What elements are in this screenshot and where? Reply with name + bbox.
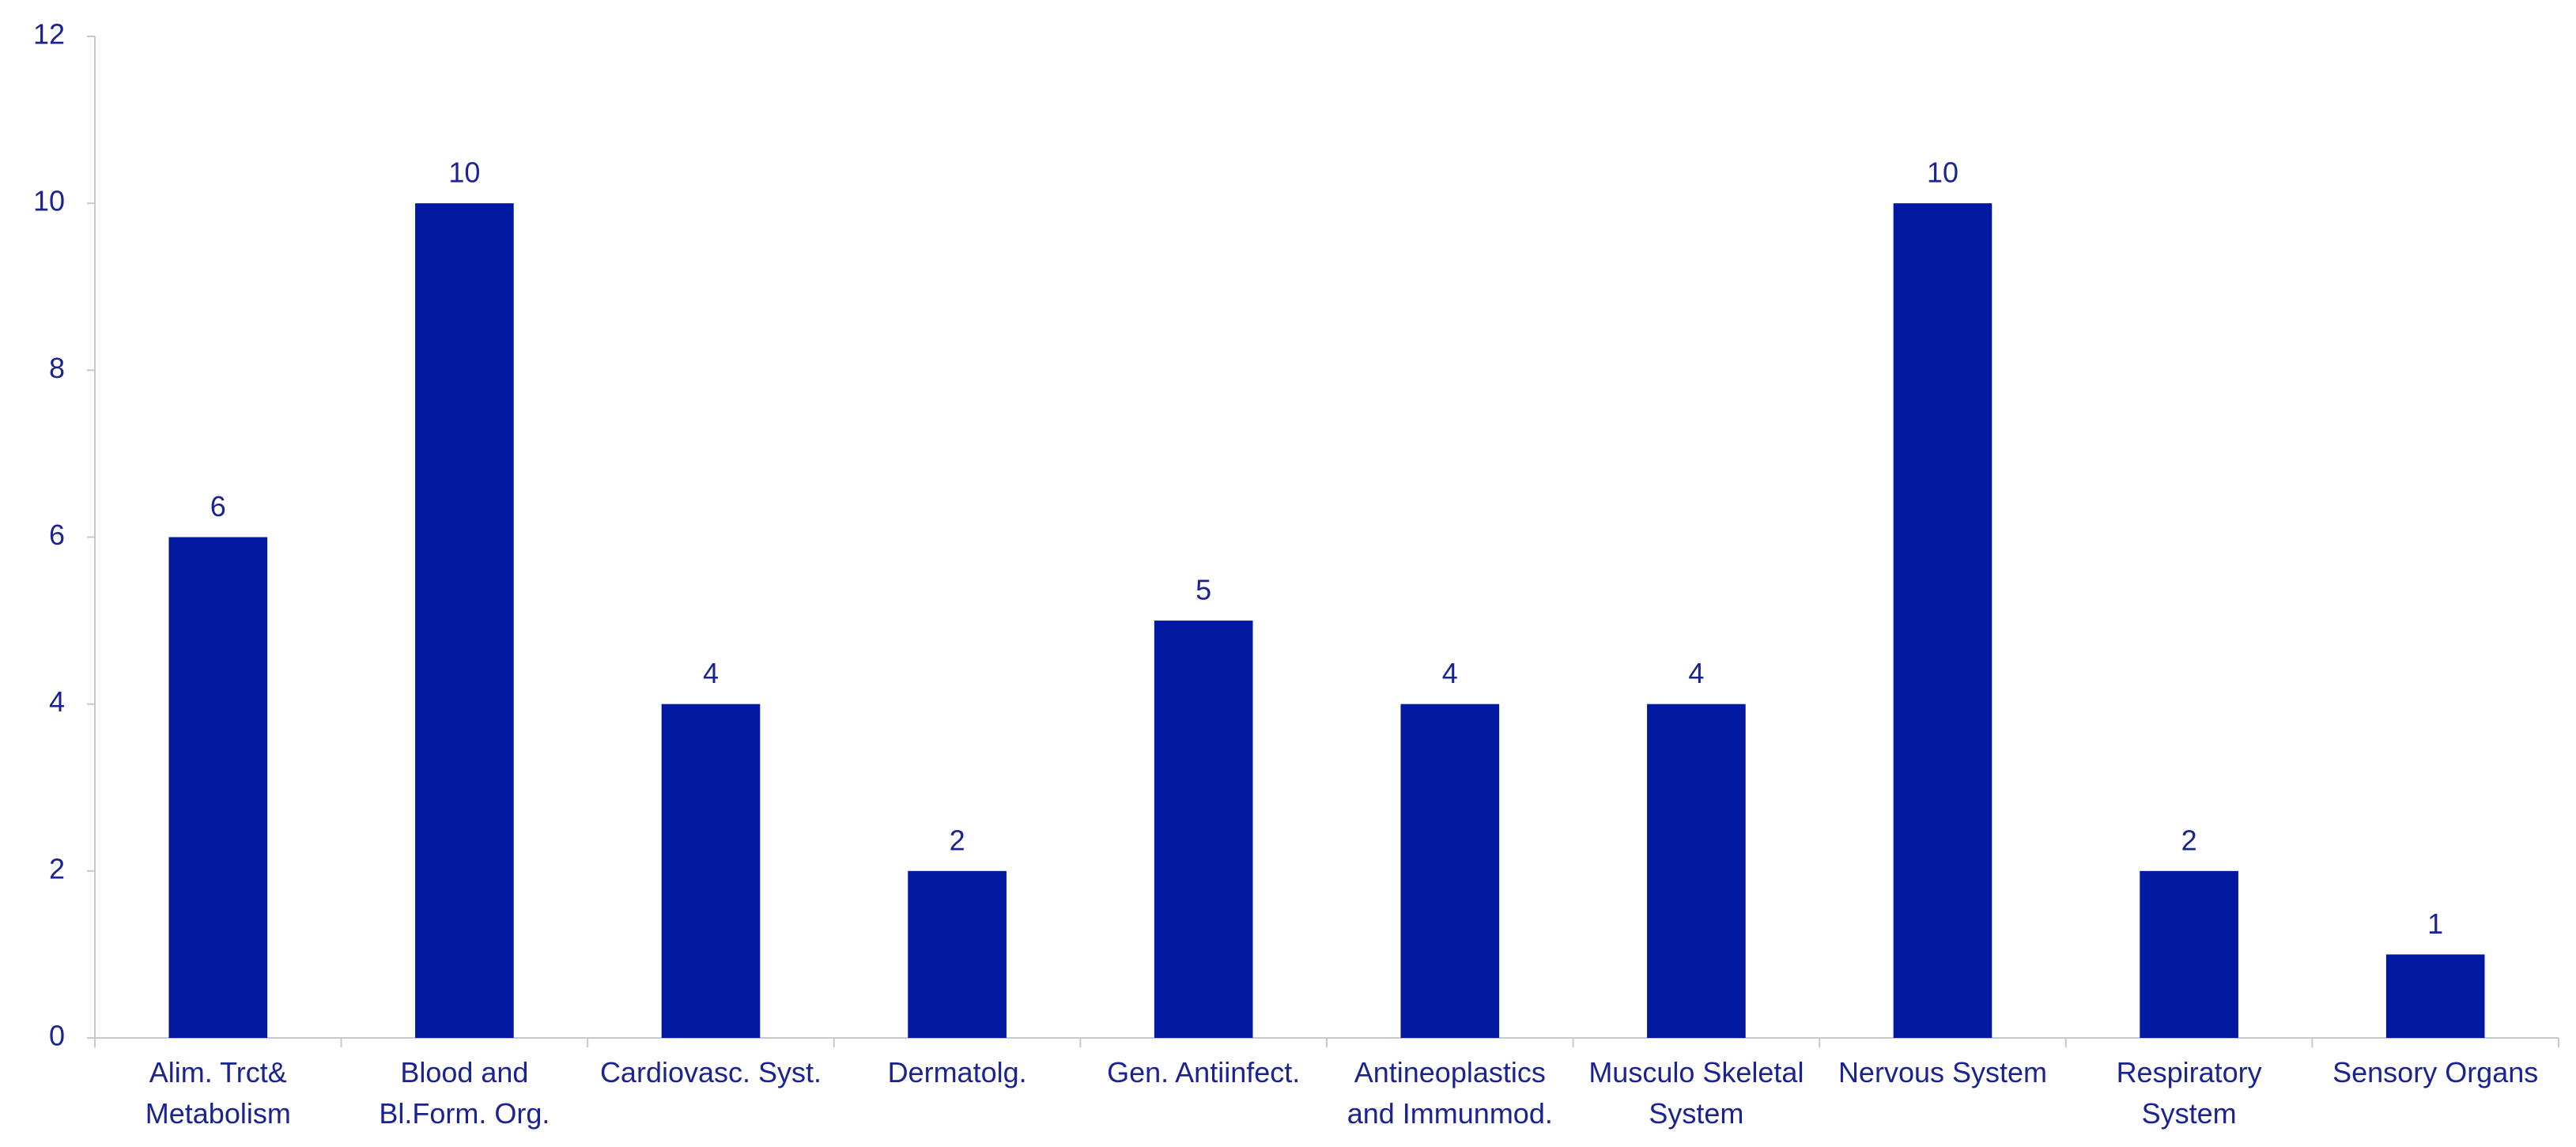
data-label: 2 xyxy=(2181,824,2197,856)
data-label: 4 xyxy=(1442,657,1458,689)
x-tick-label: Cardiovasc. Syst. xyxy=(599,1056,822,1089)
x-tick-label-box: Blood and Bl.Form. Org. xyxy=(379,1056,550,1130)
data-label: 10 xyxy=(1927,157,1958,189)
x-tick-label: Nervous System xyxy=(1838,1056,2048,1089)
x-tick-label-box: Dermatolg. xyxy=(887,1056,1027,1089)
x-tick-label-box: Gen. Antiinfect. xyxy=(1107,1056,1301,1089)
data-label: 2 xyxy=(950,824,965,856)
x-tick-label: Dermatolg. xyxy=(887,1056,1027,1089)
x-tick-label: Gen. Antiinfect. xyxy=(1107,1056,1301,1089)
bar xyxy=(168,537,268,1038)
x-tick-label-box: Respiratory System xyxy=(2116,1056,2262,1130)
bar xyxy=(1400,704,1500,1038)
data-label: 4 xyxy=(1688,657,1704,689)
bar xyxy=(2385,954,2485,1038)
bar xyxy=(1154,621,1253,1038)
bar xyxy=(908,870,1007,1038)
y-tick-label: 12 xyxy=(33,18,65,51)
x-tick-label-box: Musculo Skeletal System xyxy=(1588,1056,1804,1130)
x-tick-label: Respiratory System xyxy=(2116,1056,2262,1130)
y-tick-label: 4 xyxy=(49,685,65,718)
x-tick-label-box: Sensory Organs xyxy=(2332,1056,2539,1089)
y-tick-label: 6 xyxy=(49,519,65,551)
y-tick-label: 0 xyxy=(49,1020,65,1052)
data-label: 6 xyxy=(210,490,226,523)
x-tick-label-box: Cardiovasc. Syst. xyxy=(599,1056,822,1089)
data-label: 5 xyxy=(1195,574,1211,606)
x-tick-label: Alim. Trct& Metabolism xyxy=(145,1056,291,1130)
bar xyxy=(1647,704,1746,1038)
data-label: 4 xyxy=(703,657,719,689)
y-tick-label: 10 xyxy=(33,185,65,217)
x-tick-label: Sensory Organs xyxy=(2332,1056,2539,1089)
x-tick-label-box: Alim. Trct& Metabolism xyxy=(145,1056,291,1130)
y-tick-label: 2 xyxy=(49,852,65,885)
data-label: 1 xyxy=(2427,907,2443,940)
x-tick-label: Blood and Bl.Form. Org. xyxy=(379,1056,550,1130)
bar xyxy=(661,704,761,1038)
bar xyxy=(1893,203,1992,1039)
x-tick-label-box: Antineoplastics and Immunmod. xyxy=(1347,1056,1553,1130)
y-tick-label: 8 xyxy=(49,352,65,384)
bar xyxy=(415,203,514,1039)
x-tick-label: Musculo Skeletal System xyxy=(1588,1056,1804,1130)
data-label: 10 xyxy=(448,157,480,189)
bar xyxy=(2140,870,2238,1038)
x-tick-label-box: Nervous System xyxy=(1838,1056,2048,1089)
x-tick-label: Antineoplastics and Immunmod. xyxy=(1347,1056,1553,1130)
